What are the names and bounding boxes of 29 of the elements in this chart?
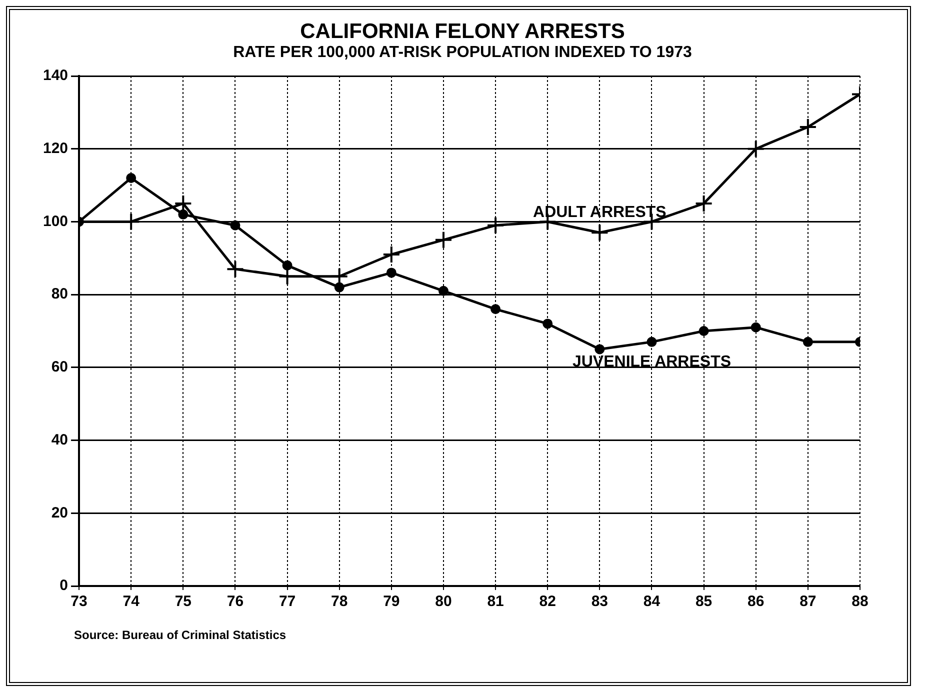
x-tick-label: 77 <box>278 593 296 610</box>
series-label: JUVENILE ARRESTS <box>572 353 732 370</box>
y-tick-label: 60 <box>51 358 68 376</box>
x-tick-label: 83 <box>591 593 608 610</box>
y-tick-label: 140 <box>42 67 68 84</box>
x-tick-label: 82 <box>539 593 556 610</box>
source-note: Source: Bureau of Criminal Statistics <box>74 628 286 642</box>
x-tick-label: 85 <box>695 593 712 610</box>
x-tick-label: 76 <box>226 593 244 610</box>
x-tick-label: 79 <box>383 593 400 610</box>
y-tick-label: 120 <box>42 140 68 157</box>
y-tick-label: 20 <box>51 504 68 522</box>
chart-subtitle: RATE PER 100,000 AT-RISK POPULATION INDEXED TO 1973 <box>232 44 693 62</box>
x-tick-label: 73 <box>70 593 88 610</box>
x-tick-label: 84 <box>643 593 661 610</box>
series-label: ADULT ARRESTS <box>533 204 667 222</box>
x-tick-label: 88 <box>852 593 868 610</box>
y-tick-label: 0 <box>60 577 68 594</box>
x-tick-label: 80 <box>435 593 452 610</box>
x-tick-label: 86 <box>748 593 764 610</box>
y-tick-label: 40 <box>51 431 68 448</box>
x-tick-label: 81 <box>487 593 504 610</box>
x-tick-label: 75 <box>174 593 192 610</box>
x-tick-label: 87 <box>800 593 816 610</box>
y-tick-label: 80 <box>51 286 68 303</box>
x-tick-label: 74 <box>122 593 140 610</box>
chart-title: CALIFORNIA FELONY ARRESTS <box>299 20 626 44</box>
x-tick-label: 78 <box>331 593 348 610</box>
y-tick-label: 100 <box>42 212 68 230</box>
